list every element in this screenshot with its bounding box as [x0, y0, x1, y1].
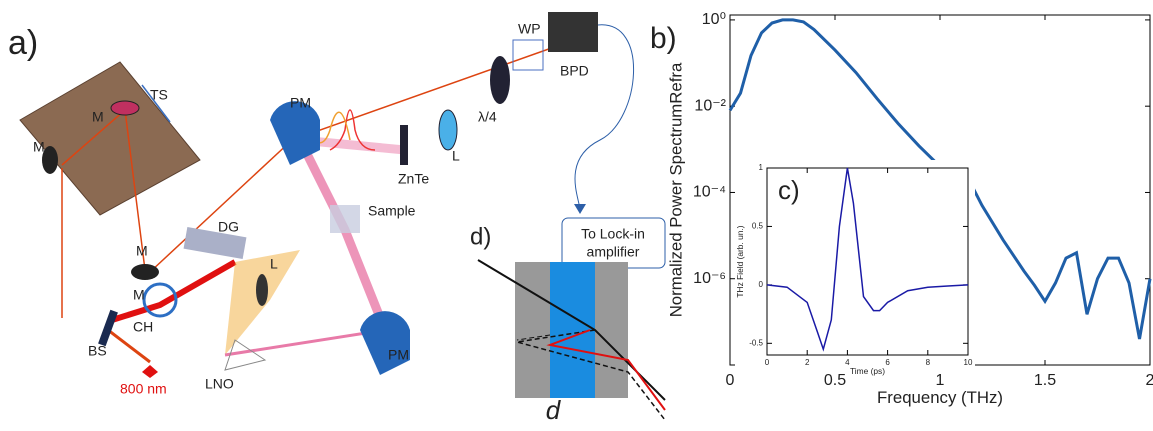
slab-label: d [546, 395, 562, 425]
y-tick-label: 10⁻² [694, 97, 726, 114]
y-tick-label: -0.5 [749, 338, 763, 347]
y-tick-label: 10⁻⁴ [693, 184, 726, 201]
pulse [329, 109, 376, 151]
x-tick-label: 8 [926, 358, 931, 367]
label: PM [388, 347, 409, 363]
laser [142, 365, 158, 378]
mirror [131, 264, 159, 280]
detector [548, 12, 598, 52]
x-tick-label: 6 [885, 358, 890, 367]
x-axis-label: Frequency (THz) [877, 388, 1003, 407]
setup-labels: TS M M M M PM PM ZnTe L L λ/4 WP BPD Sam… [33, 21, 645, 397]
y-tick-label: 0.5 [752, 222, 764, 231]
pump-beam [111, 259, 237, 323]
beam [149, 139, 293, 273]
x-tick-label: 0 [726, 372, 735, 389]
label: Sample [368, 203, 416, 219]
panel-label: b) [650, 22, 677, 55]
y-tick-label: 10⁰ [702, 11, 726, 28]
beam [291, 44, 561, 141]
label: M [136, 243, 148, 259]
stage [19, 61, 201, 216]
label: M [92, 109, 104, 125]
label: ZnTe [398, 171, 429, 187]
y-tick-label: 0 [759, 280, 764, 289]
beam [124, 109, 146, 271]
waveplate [490, 56, 510, 104]
label: WP [518, 21, 541, 37]
x-tick-label: 0 [765, 358, 770, 367]
crystal [224, 339, 267, 371]
arrowhead [574, 204, 586, 214]
znte [400, 125, 408, 165]
ray [516, 334, 551, 341]
beam [107, 328, 151, 364]
cable [574, 24, 635, 211]
label: DG [218, 219, 239, 235]
y-tick-label: 1 [759, 163, 764, 172]
mirror [110, 100, 140, 116]
layer [515, 262, 550, 398]
thz-beam [224, 328, 386, 357]
plot-frame [766, 167, 969, 356]
x-axis-label: Time (ps) [850, 366, 885, 376]
x-tick-label: 0.5 [824, 372, 846, 389]
slab [477, 259, 666, 421]
x-tick-label: 1 [936, 372, 945, 389]
setup-drawing [19, 12, 666, 378]
x-tick-label: 4 [845, 358, 850, 367]
label: PM [290, 95, 311, 111]
ray [516, 329, 666, 421]
label: M [33, 139, 45, 155]
label: LNO [205, 376, 234, 392]
thz-beam [295, 137, 390, 332]
charts: 0 0.5 1 1.5 2 10⁰ 10⁻² 10⁻⁴ 10⁻⁶ Frequency (THz) N… [650, 11, 1153, 407]
line [766, 167, 969, 352]
label: BS [88, 343, 107, 359]
label: TS [150, 87, 168, 103]
y-axis-label: THz Field (arb. un.) [735, 225, 745, 297]
inset-background [735, 160, 975, 372]
label: 800 nm [120, 381, 167, 397]
label: M [133, 287, 145, 303]
label: L [452, 148, 460, 164]
callout-text: To Lock-in [581, 226, 645, 242]
x-tick-label: 10 [964, 358, 973, 367]
layer [595, 262, 628, 398]
label: λ/4 [478, 109, 497, 125]
ray [546, 329, 666, 411]
x-tick-label: 1.5 [1034, 372, 1056, 389]
grating [183, 226, 247, 260]
label: CH [133, 319, 153, 335]
mirror [42, 146, 58, 174]
x-tick-label: 2 [1146, 372, 1153, 389]
panel-label: d) [470, 223, 491, 250]
panel-label: a) [8, 24, 38, 62]
chopper [142, 282, 178, 318]
callout-text: amplifier [587, 244, 640, 260]
y-tick-label: 10⁻⁶ [693, 270, 726, 287]
beam [61, 109, 126, 166]
lens [256, 274, 268, 306]
parabolic-mirror [270, 101, 320, 165]
y-axis-label: Normalized Power SpectrumRefra [667, 62, 686, 317]
arrow [141, 84, 171, 123]
parabolic-mirror [360, 311, 410, 375]
x-tick-label: 2 [805, 358, 810, 367]
beam-splitter [98, 309, 118, 347]
lens [438, 109, 458, 151]
sample [330, 205, 360, 233]
label: L [270, 256, 278, 272]
panel-label: c) [778, 175, 800, 205]
prism [512, 39, 544, 71]
label: BPD [560, 63, 589, 79]
